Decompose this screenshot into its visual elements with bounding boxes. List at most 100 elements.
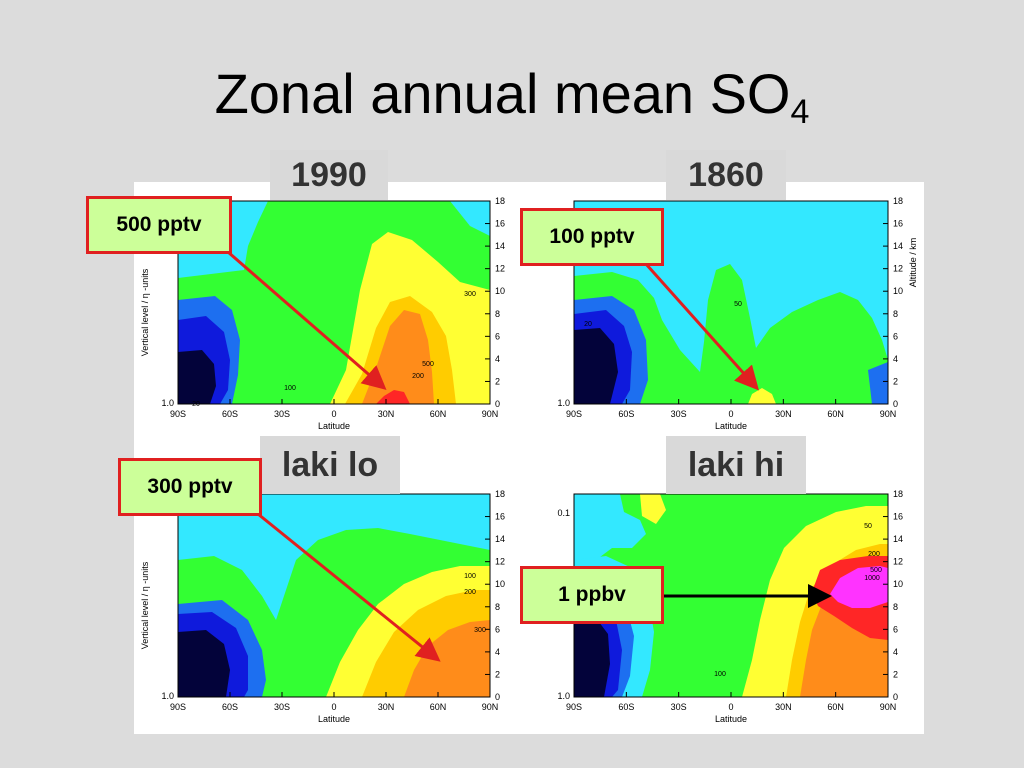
y2-tick-label: 14 <box>893 534 903 544</box>
y2-tick-label: 10 <box>495 579 505 589</box>
y2-tick-label: 0 <box>495 399 500 409</box>
y2-tick-label: 0 <box>495 692 500 702</box>
field-navy <box>574 328 618 404</box>
y2-tick-label: 4 <box>495 354 500 364</box>
x-tick-label: 90N <box>880 409 897 419</box>
x-tick-label: 60S <box>618 409 634 419</box>
field-yellow <box>748 388 776 404</box>
y-axis-label: Vertical level / η -units <box>140 268 150 356</box>
y2-axis-label: Altitude / km <box>908 238 918 288</box>
x-tick-label: 60S <box>222 702 238 712</box>
y2-tick-label: 18 <box>495 489 505 499</box>
contour-label: 50 <box>864 523 872 530</box>
y2-tick-label: 14 <box>495 241 505 251</box>
field-cyan-upper-left <box>574 494 646 562</box>
x-tick-label: 0 <box>331 702 336 712</box>
x-tick-label: 60N <box>827 409 844 419</box>
panel-label-1990: 1990 <box>270 150 388 200</box>
contour-label: 200 <box>868 551 880 558</box>
y2-tick-label: 18 <box>495 196 505 206</box>
y2-tick-label: 12 <box>495 557 505 567</box>
field-navy <box>178 350 216 404</box>
y2-tick-label: 10 <box>893 579 903 589</box>
y2-tick-label: 0 <box>893 399 898 409</box>
field-dark-orange <box>404 620 490 697</box>
callout-100-pptv: 100 pptv <box>520 208 664 266</box>
x-tick-label: 60S <box>222 409 238 419</box>
y2-tick-label: 16 <box>495 512 505 522</box>
contour-label: 300 <box>474 627 486 634</box>
arrow-300-pptv <box>257 512 441 662</box>
x-tick-label: 60N <box>430 702 447 712</box>
y2-tick-label: 18 <box>893 489 903 499</box>
y-left-label: 1.0 <box>161 691 174 701</box>
x-axis-label: Latitude <box>318 421 350 431</box>
y2-tick-label: 8 <box>495 309 500 319</box>
contour-label: 50 <box>734 301 742 308</box>
callout-500-pptv: 500 pptv <box>86 196 232 254</box>
x-tick-label: 90S <box>566 702 582 712</box>
x-tick-label: 30N <box>378 702 395 712</box>
y2-tick-label: 2 <box>495 376 500 386</box>
field-yellow-top <box>640 494 666 524</box>
y-left-label: 1.0 <box>161 398 174 408</box>
title-subscript: 4 <box>790 93 810 131</box>
y2-tick-label: 2 <box>893 376 898 386</box>
arrow-500-pptv <box>227 250 387 390</box>
x-tick-label: 60S <box>618 702 634 712</box>
panel-label-laki-hi: laki hi <box>666 436 806 494</box>
y2-tick-label: 6 <box>893 624 898 634</box>
x-tick-label: 0 <box>728 702 733 712</box>
y2-tick-label: 6 <box>495 624 500 634</box>
y2-tick-label: 10 <box>495 286 505 296</box>
x-tick-label: 60N <box>430 409 447 419</box>
field-navy <box>574 618 610 697</box>
x-tick-label: 30S <box>671 702 687 712</box>
field-red <box>376 390 410 404</box>
x-tick-label: 90N <box>482 702 499 712</box>
y2-tick-label: 0 <box>893 692 898 702</box>
chart-laki-lo <box>178 494 490 697</box>
field-green <box>574 264 888 404</box>
callout-300-pptv: 300 pptv <box>118 458 262 516</box>
arrow-100-pptv <box>644 263 759 391</box>
x-tick-label: 90S <box>170 409 186 419</box>
y-axis-label: Vertical level / η -units <box>140 561 150 649</box>
y2-tick-label: 8 <box>893 309 898 319</box>
panel-label-1860: 1860 <box>666 150 786 200</box>
field-magenta <box>830 566 888 608</box>
y2-tick-label: 16 <box>893 219 903 229</box>
x-tick-label: 0 <box>331 409 336 419</box>
y2-tick-label: 2 <box>495 669 500 679</box>
x-tick-label: 30S <box>274 409 290 419</box>
x-axis-label: Latitude <box>715 421 747 431</box>
x-axis-label: Latitude <box>715 714 747 724</box>
y2-tick-label: 6 <box>893 331 898 341</box>
y2-tick-label: 6 <box>495 331 500 341</box>
contour-label: 20 <box>192 401 200 408</box>
title-text: Zonal annual mean SO <box>214 62 791 125</box>
x-tick-label: 0 <box>728 409 733 419</box>
field-mid-blue-right <box>868 362 888 404</box>
x-axis-label: Latitude <box>318 714 350 724</box>
y2-tick-label: 4 <box>495 647 500 657</box>
y2-tick-label: 14 <box>495 534 505 544</box>
y2-tick-label: 8 <box>893 602 898 612</box>
x-tick-label: 30N <box>775 702 792 712</box>
y2-tick-label: 18 <box>893 196 903 206</box>
contour-label: 500 <box>870 567 882 574</box>
x-tick-label: 90S <box>566 409 582 419</box>
y-left-label: 1.0 <box>557 398 570 408</box>
x-tick-label: 30S <box>671 409 687 419</box>
callout-1-ppbv: 1 ppbv <box>520 566 664 624</box>
contour-label: 100 <box>714 671 726 678</box>
x-tick-label: 30N <box>378 409 395 419</box>
y-left-label: 1.0 <box>557 691 570 701</box>
y2-tick-label: 16 <box>893 512 903 522</box>
field-navy <box>178 630 230 697</box>
y2-tick-label: 14 <box>893 241 903 251</box>
field-cyan-upper-right <box>450 201 490 236</box>
x-tick-label: 90N <box>482 409 499 419</box>
x-tick-label: 90N <box>880 702 897 712</box>
